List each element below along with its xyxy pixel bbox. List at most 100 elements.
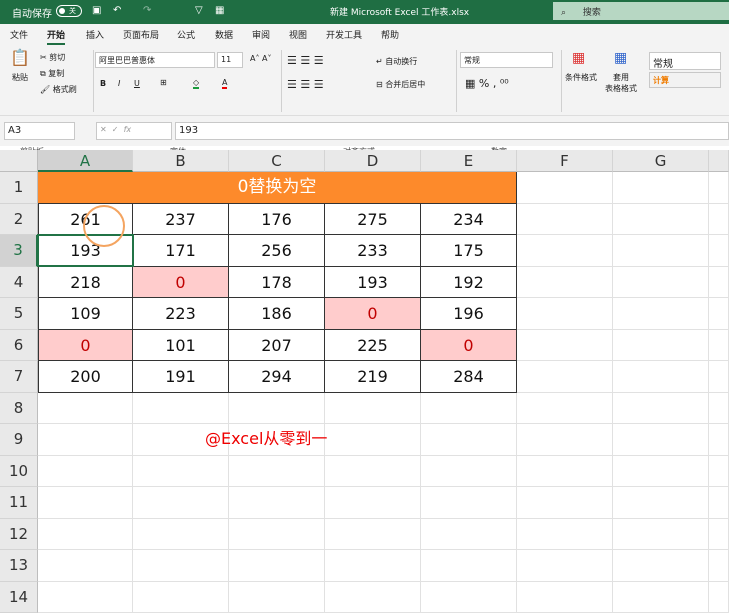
row-header-8[interactable]: 8 <box>0 393 38 425</box>
column-header-G[interactable]: G <box>613 150 709 172</box>
cell[interactable] <box>229 393 325 425</box>
cell[interactable] <box>517 582 613 613</box>
cell[interactable] <box>421 456 517 488</box>
tab-formulas[interactable]: 公式 <box>177 28 195 41</box>
cell[interactable] <box>517 267 613 299</box>
cell[interactable] <box>133 456 229 488</box>
font-size-select[interactable]: 11 <box>217 52 243 68</box>
cell[interactable] <box>229 550 325 582</box>
copy-button[interactable]: ⧉ 复制 <box>40 68 64 79</box>
cell[interactable] <box>229 487 325 519</box>
cell[interactable] <box>421 424 517 456</box>
format-painter-button[interactable]: 🖌 格式刷 <box>40 84 77 95</box>
cell[interactable] <box>325 456 421 488</box>
row-header-11[interactable]: 11 <box>0 487 38 519</box>
cell[interactable] <box>613 204 709 236</box>
row-header-12[interactable]: 12 <box>0 519 38 551</box>
cell[interactable] <box>229 582 325 613</box>
border-icon[interactable]: ⊞ <box>160 78 167 87</box>
cell[interactable] <box>421 519 517 551</box>
cell[interactable] <box>38 550 133 582</box>
cell-E6[interactable]: 0 <box>421 330 517 362</box>
tab-data[interactable]: 数据 <box>215 28 233 41</box>
align-left-icon[interactable]: ☰ ☰ ☰ <box>287 78 324 91</box>
name-box[interactable]: A3 <box>4 122 75 140</box>
tab-page-layout[interactable]: 页面布局 <box>123 28 159 41</box>
column-header-A[interactable]: A <box>38 150 133 172</box>
cell[interactable] <box>38 582 133 613</box>
cell[interactable] <box>613 424 709 456</box>
cell-E4[interactable]: 192 <box>421 267 517 299</box>
row-header-4[interactable]: 4 <box>0 267 38 299</box>
font-grow-icon[interactable]: A˄ A˅ <box>250 54 272 63</box>
style-normal[interactable]: 常规 <box>649 52 721 70</box>
formula-input[interactable]: 193 <box>175 122 729 140</box>
autosave-toggle[interactable]: 关 <box>56 5 82 17</box>
cell-B7[interactable]: 191 <box>133 361 229 393</box>
cell-D7[interactable]: 219 <box>325 361 421 393</box>
cell[interactable] <box>613 172 709 204</box>
cell[interactable] <box>709 267 729 299</box>
cell[interactable] <box>709 361 729 393</box>
number-format-select[interactable]: 常规 <box>460 52 553 68</box>
font-color-icon[interactable]: A <box>222 78 227 89</box>
cell[interactable] <box>613 267 709 299</box>
align-top-icon[interactable]: ☰ ☰ ☰ <box>287 54 324 67</box>
cell[interactable] <box>709 298 729 330</box>
cell-E7[interactable]: 284 <box>421 361 517 393</box>
cell[interactable] <box>709 582 729 613</box>
italic-button[interactable]: I <box>118 79 120 88</box>
cell[interactable] <box>709 424 729 456</box>
form-icon[interactable]: ▦ <box>215 5 224 16</box>
cell[interactable] <box>517 172 613 204</box>
fx-icon[interactable]: fx <box>124 125 132 134</box>
conditional-format-button[interactable]: 条件格式 <box>565 72 597 83</box>
cell[interactable] <box>709 393 729 425</box>
tab-insert[interactable]: 插入 <box>86 28 104 41</box>
cell-B5[interactable]: 223 <box>133 298 229 330</box>
cell[interactable] <box>709 550 729 582</box>
row-header-1[interactable]: 1 <box>0 172 38 204</box>
column-header-B[interactable]: B <box>133 150 229 172</box>
bold-button[interactable]: B <box>100 79 106 88</box>
cell[interactable] <box>613 393 709 425</box>
sheet-title[interactable]: 0替换为空 <box>38 172 517 204</box>
cell-E5[interactable]: 196 <box>421 298 517 330</box>
cell[interactable] <box>517 393 613 425</box>
wrap-text-button[interactable]: ↵ 自动换行 <box>376 56 417 67</box>
row-header-3[interactable]: 3 <box>0 235 38 267</box>
column-header-D[interactable]: D <box>325 150 421 172</box>
cell-D4[interactable]: 193 <box>325 267 421 299</box>
cell-A6[interactable]: 0 <box>38 330 133 362</box>
cell[interactable] <box>421 487 517 519</box>
cell[interactable] <box>517 361 613 393</box>
cell[interactable] <box>421 393 517 425</box>
cell-C7[interactable]: 294 <box>229 361 325 393</box>
cell[interactable] <box>517 298 613 330</box>
fill-color-icon[interactable]: ◇ <box>193 78 199 89</box>
cell[interactable] <box>613 330 709 362</box>
cell-B4[interactable]: 0 <box>133 267 229 299</box>
cell[interactable] <box>325 424 421 456</box>
cell[interactable] <box>709 204 729 236</box>
table-format-button[interactable]: 套用 表格格式 <box>605 72 637 94</box>
cell[interactable] <box>38 424 133 456</box>
column-header-F[interactable]: F <box>517 150 613 172</box>
cell-B6[interactable]: 101 <box>133 330 229 362</box>
style-calculation[interactable]: 计算 <box>649 72 721 88</box>
tab-file[interactable]: 文件 <box>10 28 28 41</box>
cell[interactable] <box>709 235 729 267</box>
cell[interactable] <box>517 456 613 488</box>
cell[interactable] <box>709 172 729 204</box>
cell[interactable] <box>325 519 421 551</box>
cell[interactable] <box>133 487 229 519</box>
cell[interactable] <box>517 204 613 236</box>
cell[interactable] <box>229 456 325 488</box>
underline-button[interactable]: U <box>134 79 140 88</box>
cell-B3[interactable]: 171 <box>133 235 229 267</box>
save-icon[interactable]: ▣ <box>92 5 101 16</box>
search-box[interactable]: ⌕ 搜索 <box>553 2 729 20</box>
cell-D6[interactable]: 225 <box>325 330 421 362</box>
cell[interactable] <box>325 393 421 425</box>
cut-button[interactable]: ✂ 剪切 <box>40 52 65 63</box>
